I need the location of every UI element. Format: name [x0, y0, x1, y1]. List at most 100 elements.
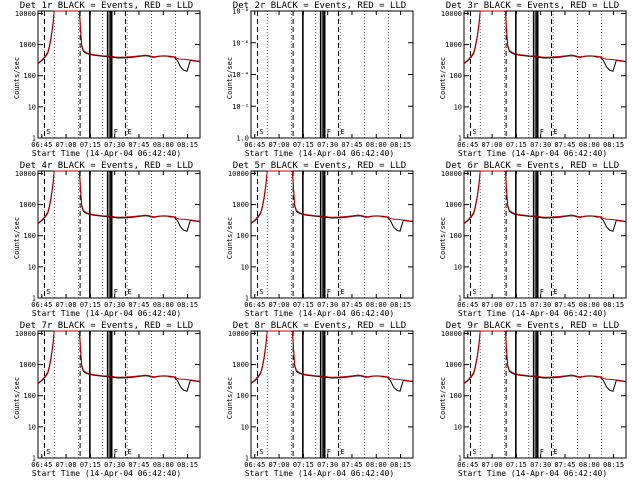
y-tick-label: 10	[241, 263, 249, 271]
x-tick-label: 07:15	[293, 301, 314, 309]
marker-label: E	[553, 128, 557, 136]
y-tick-label: 100	[449, 232, 462, 240]
x-tick-label: 08:15	[603, 461, 624, 469]
plot-area: S F E 06:45 07:00 07:15 07:30 07:45 08:00 08:15 1 1…	[441, 10, 627, 149]
x-tick-label: 07:15	[506, 301, 527, 309]
x-tick-label: 07:30	[317, 301, 338, 309]
lld-series-line	[463, 330, 627, 384]
x-tick-label: 07:45	[341, 461, 362, 469]
y-tick-label: 100	[449, 72, 462, 80]
lld-series-line	[37, 170, 201, 224]
x-tick-label: 07:15	[293, 141, 314, 149]
y-tick-label: 100	[23, 392, 36, 400]
x-axis-title: Start Time (14-Apr-04 06:42:40)	[457, 309, 608, 318]
y-tick-label: 1000	[445, 41, 462, 49]
marker-label: S	[472, 288, 476, 296]
marker-label: F	[540, 128, 544, 136]
detector-panel-3: Det 3r BLACK = Events, RED = LLD Start Ti…	[426, 0, 639, 160]
x-tick-label: 06:45	[31, 141, 52, 149]
x-tick-label: 06:45	[244, 141, 265, 149]
x-tick-label: 08:15	[390, 461, 411, 469]
lld-series-line	[250, 330, 414, 384]
marker-label: F	[114, 448, 118, 456]
x-tick-label: 06:45	[244, 461, 265, 469]
y-tick-label: 1.0	[236, 135, 249, 143]
y-tick-label: 1	[32, 135, 36, 143]
x-tick-label: 08:15	[390, 141, 411, 149]
y-tick-label: 1000	[445, 361, 462, 369]
plot-frame	[37, 10, 201, 139]
y-tick-label: 1	[458, 295, 462, 303]
x-tick-label: 07:00	[56, 461, 77, 469]
marker-label: E	[553, 448, 557, 456]
x-tick-label: 07:30	[530, 141, 551, 149]
detector-panel-2: Det 2r BLACK = Events, RED = LLD Start Ti…	[213, 0, 426, 160]
plot-frame	[37, 170, 201, 299]
x-tick-label: 08:15	[390, 301, 411, 309]
plot-frame	[463, 10, 627, 139]
marker-label: E	[127, 448, 131, 456]
y-tick-label: 1000	[19, 41, 36, 49]
x-tick-label: 08:00	[366, 461, 387, 469]
x-tick-label: 07:30	[104, 461, 125, 469]
marker-label: S	[46, 448, 50, 456]
x-tick-label: 07:15	[506, 141, 527, 149]
x-tick-label: 07:15	[80, 461, 101, 469]
y-tick-label: 10000	[441, 330, 462, 338]
plot-area: S F E 06:45 07:00 07:15 07:30 07:45 08:00 08:15 1 1…	[228, 330, 414, 469]
y-tick-label: 1000	[445, 201, 462, 209]
x-tick-label: 08:15	[177, 301, 198, 309]
plot-area: S F E 06:45 07:00 07:15 07:30 07:45 08:00 08:15 1 1…	[15, 330, 201, 469]
x-tick-label: 07:45	[341, 301, 362, 309]
plot-area: S F E 06:45 07:00 07:15 07:30 07:45 08:00 08:15 1 1…	[15, 10, 201, 149]
marker-label: S	[46, 288, 50, 296]
panel-title: Det 5r BLACK = Events, RED = LLD	[232, 161, 407, 171]
detector-panel-6: Det 6r BLACK = Events, RED = LLD Start Ti…	[426, 160, 639, 320]
marker-label: E	[340, 448, 344, 456]
plot-area: S F E 06:45 07:00 07:15 07:30 07:45 08:00 08:15 1 1…	[15, 170, 201, 309]
x-tick-label: 08:15	[177, 141, 198, 149]
x-tick-label: 08:00	[153, 301, 174, 309]
x-tick-label: 06:45	[31, 301, 52, 309]
x-tick-label: 07:45	[554, 301, 575, 309]
detector-panel-5: Det 5r BLACK = Events, RED = LLD Start Ti…	[213, 160, 426, 320]
y-tick-label: 10	[454, 423, 462, 431]
panel-title: Det 9r BLACK = Events, RED = LLD	[445, 321, 620, 331]
x-tick-label: 08:00	[366, 141, 387, 149]
y-tick-label: 1	[458, 135, 462, 143]
x-tick-label: 06:45	[457, 461, 478, 469]
x-axis-title: Start Time (14-Apr-04 06:42:40)	[244, 149, 395, 158]
plot-frame	[463, 330, 627, 459]
panel-title: Det 1r BLACK = Events, RED = LLD	[19, 1, 194, 11]
marker-label: F	[327, 448, 331, 456]
y-tick-label: 100	[23, 72, 36, 80]
x-tick-label: 07:00	[482, 301, 503, 309]
panel-title: Det 8r BLACK = Events, RED = LLD	[232, 321, 407, 331]
x-tick-label: 06:45	[31, 461, 52, 469]
y-tick-label: 10000	[228, 330, 249, 338]
x-tick-label: 08:15	[603, 141, 624, 149]
x-tick-label: 07:45	[128, 461, 149, 469]
marker-label: F	[327, 288, 331, 296]
y-tick-label: 10⁻⁶	[232, 39, 249, 47]
x-tick-label: 07:45	[341, 141, 362, 149]
y-tick-label: 1	[32, 455, 36, 463]
y-tick-label: 10000	[15, 10, 36, 18]
marker-label: S	[259, 128, 263, 136]
x-tick-label: 07:45	[554, 461, 575, 469]
y-tick-label: 10	[28, 423, 36, 431]
marker-label: F	[540, 288, 544, 296]
x-tick-label: 08:00	[366, 301, 387, 309]
x-axis-title: Start Time (14-Apr-04 06:42:40)	[457, 469, 608, 478]
x-tick-label: 07:30	[530, 301, 551, 309]
plot-frame	[250, 170, 414, 299]
detector-panel-9: Det 9r BLACK = Events, RED = LLD Start Ti…	[426, 320, 639, 480]
x-tick-label: 07:45	[128, 141, 149, 149]
y-tick-label: 10000	[441, 10, 462, 18]
x-tick-label: 07:15	[80, 301, 101, 309]
x-tick-label: 06:45	[244, 301, 265, 309]
y-tick-label: 10⁻⁸	[232, 8, 249, 16]
y-tick-label: 10000	[15, 330, 36, 338]
marker-label: E	[127, 128, 131, 136]
x-tick-label: 06:45	[457, 301, 478, 309]
